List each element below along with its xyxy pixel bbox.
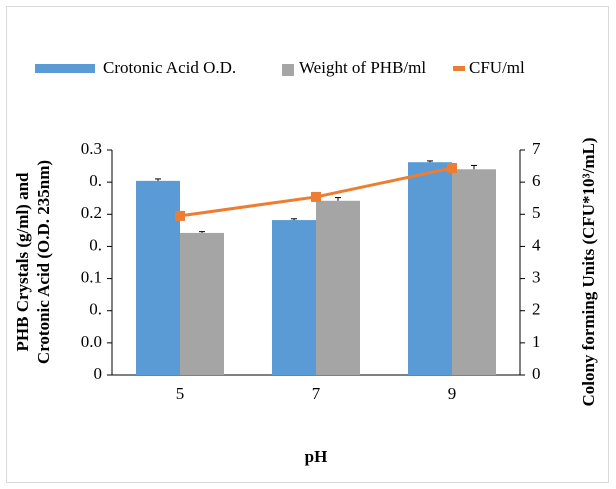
x-tick-label: 7 bbox=[312, 384, 321, 403]
y-tick-label: 0. bbox=[89, 235, 102, 254]
legend-swatch bbox=[282, 64, 294, 76]
point bbox=[175, 210, 185, 221]
y2-tick-label: 4 bbox=[532, 235, 541, 254]
bar bbox=[180, 232, 224, 375]
x-axis-title: pH bbox=[305, 447, 328, 466]
y2-tick-label: 1 bbox=[532, 332, 541, 351]
y-tick-label: 0. bbox=[89, 300, 102, 319]
y-axis-title: PHB Crystals (g/ml) and bbox=[13, 172, 32, 352]
y2-tick-label: 6 bbox=[532, 171, 541, 190]
legend-swatch bbox=[453, 66, 465, 71]
legend-swatch bbox=[35, 64, 95, 73]
y2-tick-label: 2 bbox=[532, 300, 541, 319]
bar bbox=[272, 220, 316, 375]
bar bbox=[136, 180, 180, 375]
point bbox=[447, 163, 457, 173]
y-tick-label: 0.2 bbox=[81, 203, 102, 222]
y-axis-title: Crotonic Acid (O.D. 235nm) bbox=[34, 160, 53, 364]
legend-label: Weight of PHB/ml bbox=[299, 58, 426, 77]
bar bbox=[316, 200, 360, 375]
y-tick-label: 0. bbox=[89, 171, 102, 190]
y2-tick-label: 5 bbox=[532, 203, 541, 222]
y-tick-label: 0.1 bbox=[81, 267, 102, 286]
y2-tick-label: 7 bbox=[532, 139, 541, 158]
y2-tick-label: 0 bbox=[532, 364, 541, 383]
x-tick-label: 5 bbox=[176, 384, 185, 403]
y-tick-label: 0.0 bbox=[81, 332, 102, 351]
legend-label: Crotonic Acid O.D. bbox=[103, 58, 236, 77]
point bbox=[311, 191, 321, 202]
y-tick-label: 0 bbox=[94, 364, 103, 383]
legend-label: CFU/ml bbox=[469, 58, 525, 77]
x-tick-label: 9 bbox=[448, 384, 457, 403]
bar bbox=[452, 169, 496, 375]
y2-axis-title: Colony forming Units (CFU*10³/mL) bbox=[579, 137, 598, 406]
bar bbox=[408, 162, 452, 375]
y2-tick-label: 3 bbox=[532, 267, 541, 286]
y-tick-label: 0.3 bbox=[81, 139, 102, 158]
